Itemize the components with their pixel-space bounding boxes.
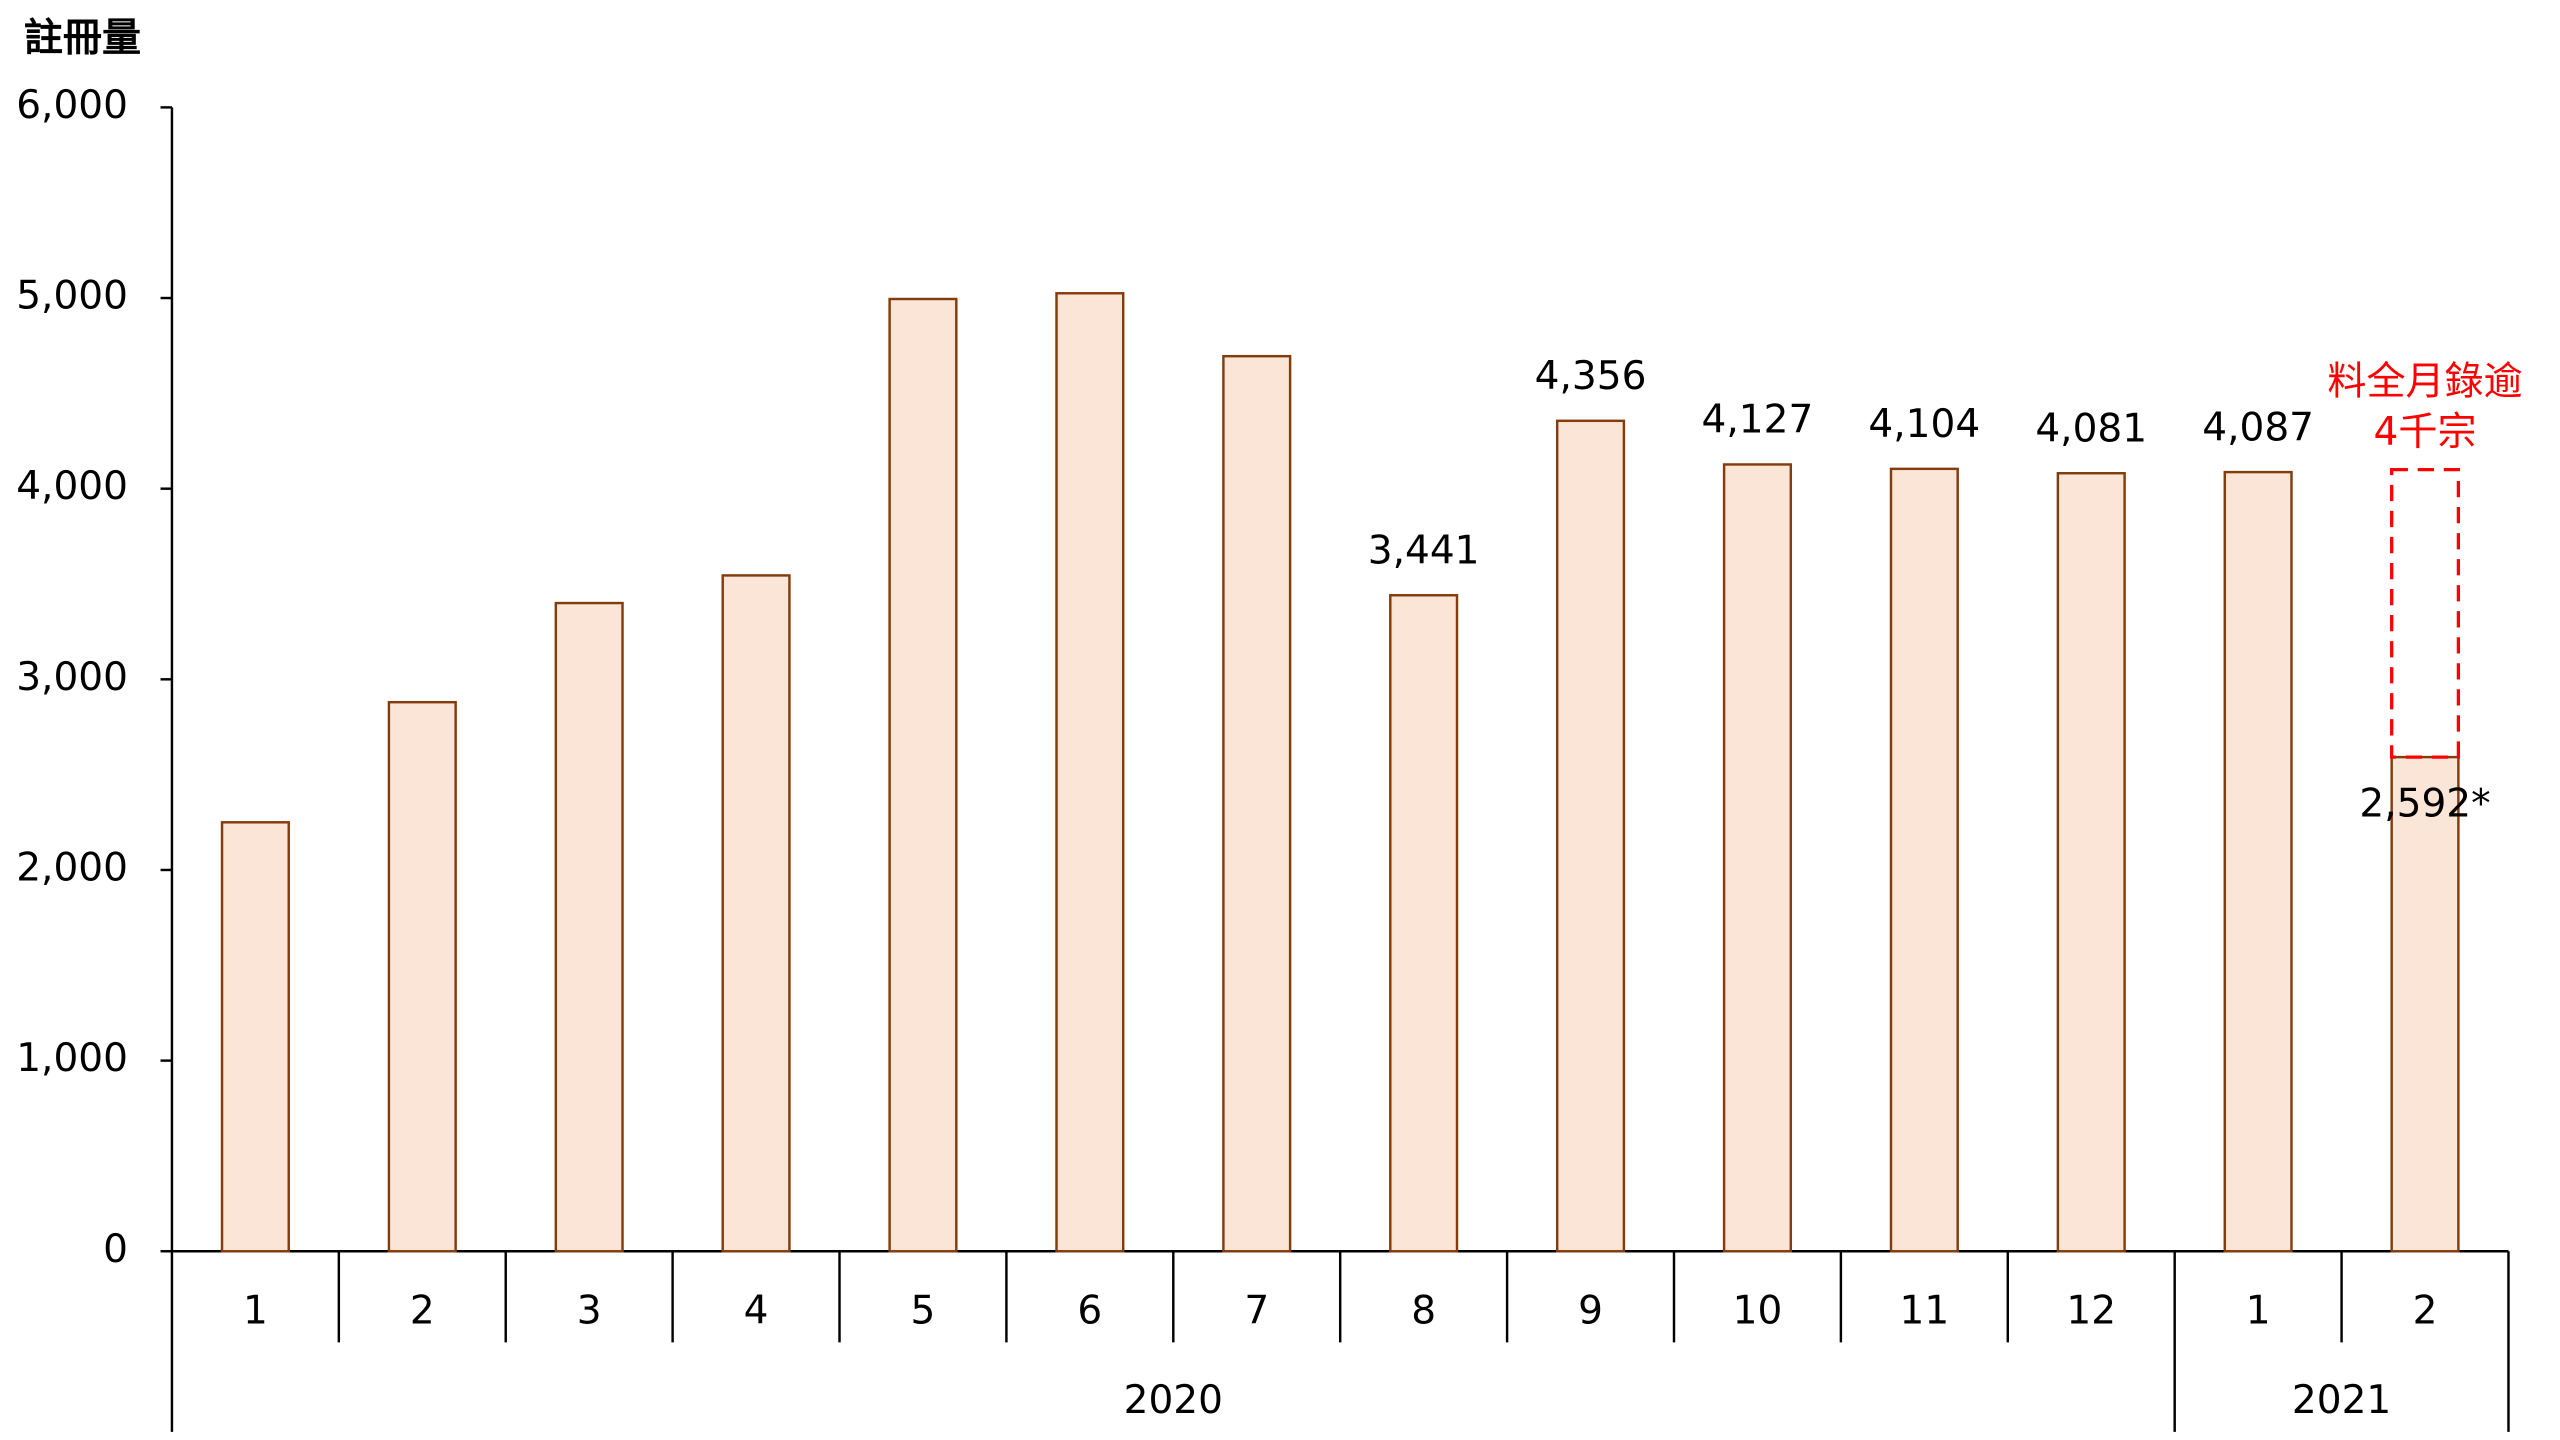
bar bbox=[1555, 419, 1626, 1253]
value-label: 4,081 bbox=[2035, 406, 2147, 451]
bar bbox=[1055, 292, 1125, 1253]
x-tick-label: 5 bbox=[911, 1289, 936, 1334]
y-tick-label: 1,000 bbox=[16, 1036, 128, 1081]
bar bbox=[2223, 470, 2293, 1253]
annotation-box bbox=[2390, 467, 2461, 759]
x-tick-label: 1 bbox=[2246, 1289, 2271, 1334]
y-tick-label: 5,000 bbox=[16, 274, 128, 319]
bar bbox=[1722, 463, 1793, 1253]
bar bbox=[220, 821, 290, 1253]
value-label: 4,127 bbox=[1702, 398, 1814, 443]
x-tick-label: 6 bbox=[1077, 1289, 1102, 1334]
value-label: 4,104 bbox=[1868, 402, 1980, 447]
bar bbox=[387, 700, 457, 1253]
bar bbox=[888, 297, 958, 1253]
y-tick-label: 0 bbox=[103, 1227, 128, 1272]
annotation-text: 4千宗 bbox=[2374, 410, 2477, 455]
x-tick-label: 1 bbox=[243, 1289, 268, 1334]
x-tick-label: 7 bbox=[1244, 1289, 1269, 1334]
y-tick-label: 4,000 bbox=[16, 464, 128, 509]
bar bbox=[1389, 594, 1459, 1253]
year-label: 2021 bbox=[2292, 1378, 2391, 1423]
value-label: 3,441 bbox=[1368, 528, 1480, 573]
x-tick-label: 10 bbox=[1733, 1289, 1783, 1334]
x-tick-label: 11 bbox=[1899, 1289, 1949, 1334]
bar bbox=[1889, 467, 1959, 1253]
y-tick-label: 6,000 bbox=[16, 83, 128, 128]
x-tick-label: 4 bbox=[744, 1289, 769, 1334]
bar bbox=[2390, 755, 2460, 1253]
bar bbox=[2056, 472, 2126, 1253]
x-tick-label: 3 bbox=[577, 1289, 602, 1334]
x-tick-label: 2 bbox=[410, 1289, 435, 1334]
x-tick-label: 2 bbox=[2413, 1289, 2438, 1334]
year-label: 2020 bbox=[1124, 1378, 1223, 1423]
bar bbox=[554, 601, 624, 1253]
annotation-text: 料全月錄逾 bbox=[2327, 360, 2522, 405]
value-label: 2,592* bbox=[2359, 781, 2490, 826]
x-tick-label: 8 bbox=[1411, 1289, 1436, 1334]
y-tick-label: 3,000 bbox=[16, 655, 128, 700]
y-axis-label: 註冊量 bbox=[24, 16, 141, 61]
y-tick-label: 2,000 bbox=[16, 845, 128, 890]
bar bbox=[721, 574, 791, 1253]
x-tick-label: 9 bbox=[1578, 1289, 1603, 1334]
value-label: 4,356 bbox=[1535, 354, 1647, 399]
x-tick-label: 12 bbox=[2066, 1289, 2116, 1334]
bar bbox=[1222, 354, 1292, 1253]
value-label: 4,087 bbox=[2202, 405, 2314, 450]
